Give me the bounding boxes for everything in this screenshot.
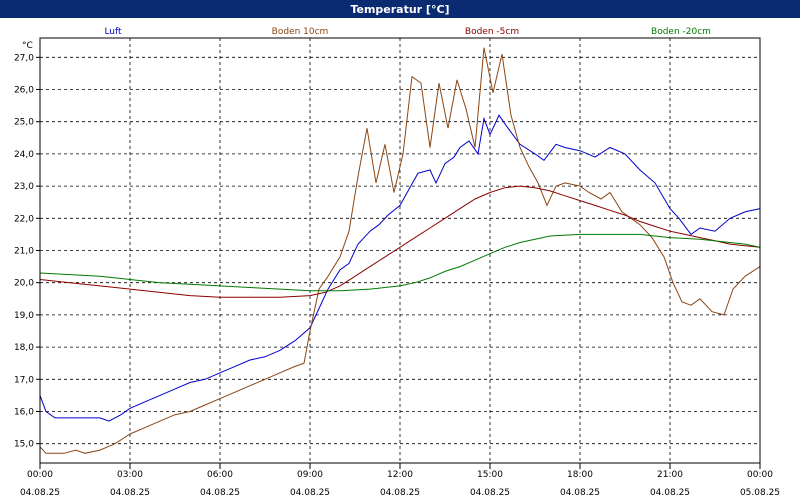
- chart-title: Temperatur [°C]: [0, 0, 800, 18]
- x-tick-date-label: 04.08.25: [650, 488, 690, 498]
- y-tick-label: 15,0: [14, 440, 34, 450]
- y-axis-tick-labels: 15,0 16,0 17,0 18,0 19,0 20,0 21,0 22,0 23,0 24,0…: [14, 53, 34, 449]
- x-tick-date-label: 04.08.25: [380, 488, 420, 498]
- legend-entry: Luft: [104, 27, 122, 37]
- y-tick-label: 20,0: [14, 279, 34, 289]
- x-tick-date-label: 05.08.25: [740, 488, 780, 498]
- legend-entry: Boden -20cm: [651, 27, 711, 37]
- y-tick-label: 25,0: [14, 118, 34, 128]
- x-tick-time-label: 21:00: [657, 470, 683, 480]
- y-tick-label: 23,0: [14, 182, 34, 192]
- x-tick-date-label: 04.08.25: [470, 488, 510, 498]
- y-tick-label: 19,0: [14, 311, 34, 321]
- series-line-boden-10cm: [39, 47, 761, 454]
- x-tick-date-label: 04.08.25: [110, 488, 150, 498]
- grid-lines: [36, 38, 761, 469]
- y-tick-label: 21,0: [14, 247, 34, 257]
- y-tick-label: 18,0: [14, 343, 34, 353]
- y-tick-label: 26,0: [14, 86, 34, 96]
- y-tick-label: 22,0: [14, 214, 34, 224]
- series-line-luft: [39, 114, 761, 422]
- x-tick-date-label: 04.08.25: [560, 488, 600, 498]
- legend: Luft Boden 10cm Boden -5cm Boden -20cm: [104, 27, 711, 37]
- chart-frame: Luft Boden 10cm Boden -5cm Boden -20cm °C 1…: [0, 18, 800, 500]
- x-tick-time-label: 15:00: [477, 470, 503, 480]
- series-line-boden-5cm: [39, 185, 761, 298]
- series-lines: [39, 47, 761, 454]
- y-tick-label: 16,0: [14, 407, 34, 417]
- y-tick-label: 24,0: [14, 150, 34, 160]
- x-tick-date-label: 04.08.25: [20, 488, 60, 498]
- x-axis-tick-labels: 00:00 04.08.25 03:00 04.08.25 06:00 04.08.25 0…: [20, 470, 780, 498]
- y-axis-unit-label: °C: [22, 41, 33, 51]
- series-line-boden-20cm: [39, 233, 761, 292]
- temperature-chart: Luft Boden 10cm Boden -5cm Boden -20cm °C 1…: [14, 27, 780, 498]
- y-tick-label: 17,0: [14, 375, 34, 385]
- x-tick-time-label: 03:00: [117, 470, 143, 480]
- legend-entry: Boden -5cm: [465, 27, 519, 37]
- y-tick-label: 27,0: [14, 53, 34, 63]
- x-tick-time-label: 09:00: [297, 470, 323, 480]
- x-tick-time-label: 06:00: [207, 470, 233, 480]
- x-tick-time-label: 00:00: [747, 470, 773, 480]
- x-tick-time-label: 18:00: [567, 470, 593, 480]
- legend-entry: Boden 10cm: [272, 27, 329, 37]
- x-tick-date-label: 04.08.25: [290, 488, 330, 498]
- x-tick-time-label: 00:00: [27, 470, 53, 480]
- plot-border: [39, 37, 761, 464]
- x-tick-time-label: 12:00: [387, 470, 413, 480]
- x-tick-date-label: 04.08.25: [200, 488, 240, 498]
